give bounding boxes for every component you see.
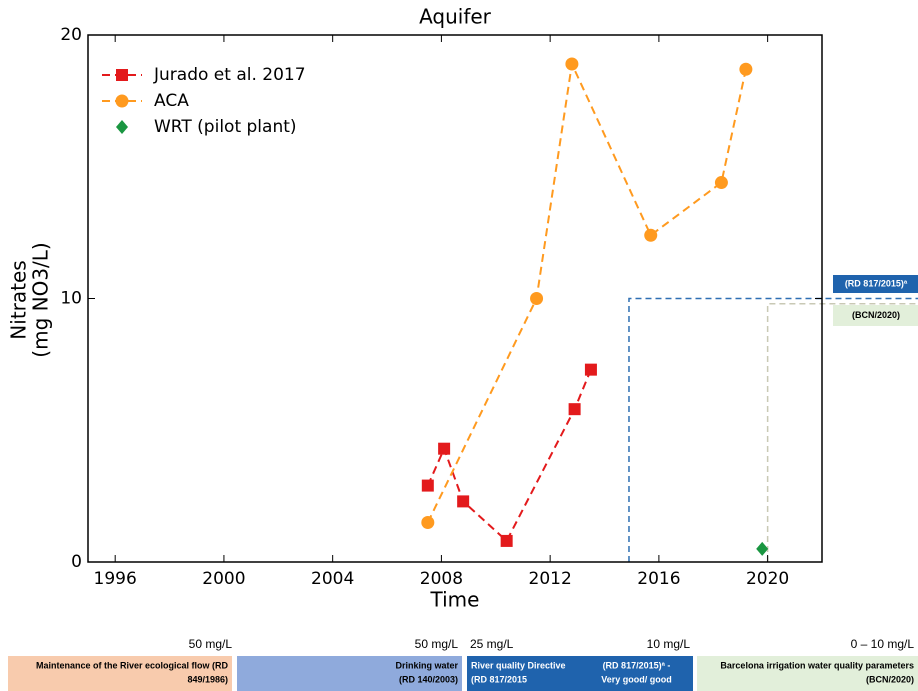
regulation-box (697, 656, 918, 691)
regulation-text: Barcelona irrigation water quality param… (720, 660, 914, 670)
x-tick-label: 2000 (202, 569, 245, 589)
regulation-limit: 50 mg/L (189, 637, 233, 651)
regulation-text: Drinking water (395, 660, 458, 670)
x-tick-label: 2012 (529, 569, 572, 589)
threshold-line (766, 303, 918, 562)
regulation-box (467, 656, 580, 691)
series-line (426, 369, 592, 543)
marker (500, 534, 513, 547)
regulation-limit: 50 mg/L (415, 637, 459, 651)
threshold-label: (BCN/2020) (852, 310, 900, 320)
legend-label: ACA (154, 91, 189, 111)
threshold-box (833, 275, 918, 293)
threshold-label: (RD 817/2015)ª (845, 278, 908, 288)
regulation-limit: 10 mg/L (647, 637, 691, 651)
marker (565, 57, 579, 71)
regulation-limit: 25 mg/L (470, 637, 514, 651)
marker (530, 292, 544, 305)
marker (438, 442, 451, 455)
marker (644, 228, 658, 242)
x-tick-label: 2008 (420, 569, 463, 589)
y-axis-label-line: (mg NO3/L) (29, 242, 53, 357)
regulation-box (580, 656, 693, 691)
marker (756, 541, 769, 556)
plot-frame (87, 34, 823, 563)
regulation-text: River quality Directive (471, 660, 566, 670)
regulation-text: Maintenance of the River ecological flow… (36, 660, 229, 670)
marker (457, 495, 470, 508)
y-tick-label: 20 (60, 25, 82, 45)
legend-marker (116, 69, 128, 81)
y-axis-label-line: Nitrates (7, 260, 31, 339)
regulation-box (8, 656, 232, 691)
series-line (426, 60, 747, 523)
marker (714, 176, 728, 190)
x-tick-label: 2016 (637, 569, 680, 589)
y-axis-label: Nitrates (mg NO3/L) (7, 242, 53, 357)
threshold-line (628, 297, 918, 562)
legend-label: Jurado et al. 2017 (153, 65, 306, 85)
regulation-text: (RD 817/2015)ª - (603, 660, 671, 670)
y-tick-label: 0 (71, 552, 82, 572)
legend-marker (115, 94, 129, 108)
x-axis-label: Time (430, 588, 480, 612)
marker (421, 479, 434, 492)
x-tick-label: 1996 (94, 569, 137, 589)
y-tick-label: 10 (60, 289, 82, 309)
marker (584, 363, 597, 376)
regulation-text: (RD 140/2003) (399, 674, 458, 684)
marker (739, 62, 753, 76)
regulation-limit: 0 – 10 mg/L (851, 637, 915, 651)
regulation-text: (RD 817/2015 (471, 674, 527, 684)
legend-label: WRT (pilot plant) (154, 117, 297, 137)
regulation-text: 849/1986) (187, 674, 228, 684)
legend-marker (116, 120, 128, 134)
x-tick-label: 2020 (746, 569, 789, 589)
regulation-text: (BCN/2020) (866, 674, 914, 684)
x-tick-label: 2004 (311, 569, 354, 589)
regulation-box (237, 656, 462, 691)
marker (421, 515, 435, 529)
chart-title: Aquifer (419, 5, 492, 29)
threshold-box (833, 305, 918, 326)
marker (568, 403, 581, 416)
regulation-text: Very good/ good (601, 674, 672, 684)
